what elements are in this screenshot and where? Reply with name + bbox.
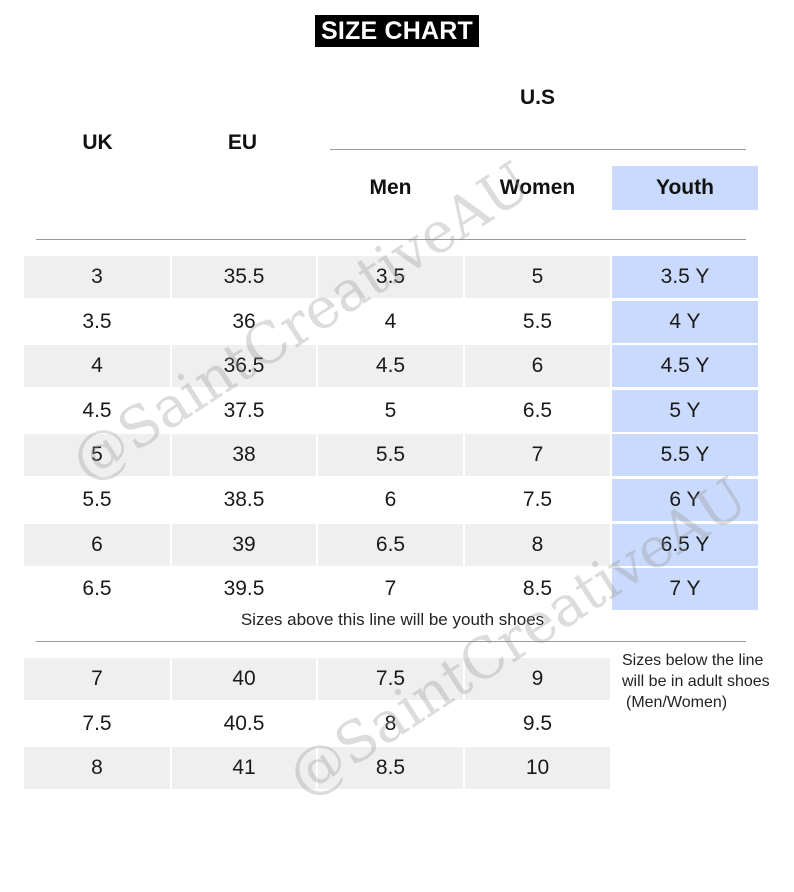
cell-uk: 6: [24, 523, 170, 566]
cell-men: 5: [384, 398, 397, 422]
cell-women: 5.5: [522, 309, 553, 333]
cell-uk: 4: [24, 345, 170, 388]
cell-women: 8: [465, 523, 610, 566]
cell-men: 3.5: [318, 256, 463, 298]
adult-note-line: (Men/Women): [626, 694, 728, 711]
youth-note: Sizes above this line will be youth shoe…: [240, 610, 545, 629]
cell-eu: 38.5: [223, 488, 265, 511]
cell-men: 4.5: [318, 345, 463, 388]
us-header-divider: [330, 149, 746, 150]
cell-youth: 5.5 Y: [612, 434, 758, 477]
cell-men: 7: [384, 577, 397, 601]
cell-uk: 6.5: [82, 577, 112, 601]
cell-women: 9: [465, 658, 610, 700]
cell-men: 5.5: [318, 434, 463, 477]
cell-women: 7: [465, 434, 610, 477]
cell-eu: 38: [172, 434, 316, 477]
cell-youth: 3.5 Y: [612, 256, 758, 298]
cell-women: 6: [465, 345, 610, 388]
cell-uk: 7.5: [82, 711, 112, 735]
page-title: SIZE CHART: [315, 15, 479, 47]
cell-women: 5: [465, 256, 610, 298]
adult-note: Sizes below the line will be in adult sh…: [622, 650, 794, 713]
cell-uk: 3: [24, 256, 170, 298]
header-us: U.S: [519, 86, 555, 109]
adult-note-line: will be in adult shoes: [622, 673, 770, 690]
header-youth: Youth: [612, 166, 758, 210]
cell-youth: 5 Y: [612, 389, 758, 432]
cell-men: 6.5: [318, 523, 463, 566]
youth-adult-divider: [36, 641, 746, 642]
cell-women: 7.5: [522, 488, 553, 511]
cell-uk: 5.5: [82, 488, 112, 511]
cell-women: 9.5: [522, 711, 553, 735]
cell-eu: 39: [172, 523, 316, 566]
cell-youth: 6.5 Y: [612, 523, 758, 566]
cell-eu: 40: [172, 658, 316, 700]
cell-eu: 35.5: [172, 256, 316, 298]
header-women: Women: [499, 176, 576, 199]
cell-uk: 3.5: [82, 309, 112, 333]
cell-women: 8.5: [522, 577, 553, 601]
cell-youth: 6 Y: [612, 479, 758, 521]
header-uk: UK: [82, 131, 113, 154]
cell-men: 8: [384, 711, 397, 735]
cell-uk: 8: [24, 747, 170, 790]
cell-eu: 36: [232, 309, 256, 333]
cell-youth: 4 Y: [612, 300, 758, 343]
cell-men: 4: [384, 309, 397, 333]
adult-note-line: Sizes below the line: [622, 652, 764, 669]
cell-eu: 40.5: [223, 711, 265, 735]
cell-women: 10: [465, 747, 610, 790]
cell-uk: 7: [24, 658, 170, 700]
header-men: Men: [369, 176, 412, 199]
cell-uk: 5: [24, 434, 170, 477]
cell-eu: 41: [172, 747, 316, 790]
cell-eu: 36.5: [172, 345, 316, 388]
cell-men: 6: [384, 488, 397, 511]
cell-youth: 7 Y: [612, 568, 758, 611]
cell-eu: 39.5: [223, 577, 265, 601]
cell-uk: 4.5: [82, 398, 112, 422]
cell-eu: 37.5: [223, 398, 265, 422]
cell-women: 6.5: [522, 398, 553, 422]
cell-youth: 4.5 Y: [612, 345, 758, 388]
cell-men: 7.5: [318, 658, 463, 700]
cell-men: 8.5: [318, 747, 463, 790]
header-eu: EU: [227, 131, 258, 154]
header-divider: [36, 239, 746, 240]
